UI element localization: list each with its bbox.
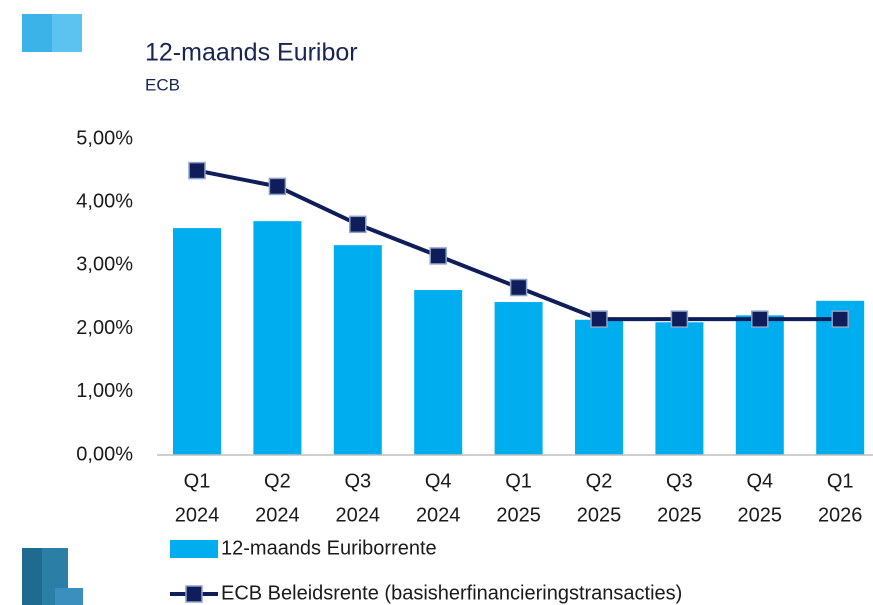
y-tick-label: 0,00% xyxy=(76,443,133,465)
x-tick-label: Q4 xyxy=(425,470,452,492)
bar xyxy=(173,228,221,455)
bar xyxy=(575,319,623,455)
x-tick-label: 2026 xyxy=(818,504,863,526)
bar xyxy=(333,245,382,455)
marker xyxy=(509,278,528,297)
bar xyxy=(494,302,543,455)
x-tick-label: Q2 xyxy=(264,470,291,492)
legend-swatch xyxy=(170,540,218,558)
marker xyxy=(831,310,849,328)
logo-square xyxy=(55,588,83,605)
y-tick-label: 4,00% xyxy=(76,190,133,212)
legend-label: ECB Beleidsrente (basisherfinancieringst… xyxy=(221,582,682,604)
logo-square xyxy=(52,14,82,52)
marker xyxy=(429,247,447,265)
x-tick-label: 2024 xyxy=(255,504,300,526)
legend-label: 12-maands Euriborrente xyxy=(221,537,437,559)
marker xyxy=(188,161,206,180)
bar xyxy=(414,290,463,455)
marker xyxy=(590,310,608,328)
y-tick-label: 3,00% xyxy=(76,254,133,276)
bar xyxy=(735,315,784,455)
bar xyxy=(253,221,302,455)
x-tick-label: 2025 xyxy=(657,504,702,526)
chart-title: 12-maands Euribor xyxy=(145,39,358,67)
x-tick-label: 2024 xyxy=(175,504,220,526)
x-tick-label: Q4 xyxy=(746,470,773,492)
y-tick-label: 2,00% xyxy=(76,317,133,339)
x-tick-label: Q1 xyxy=(827,470,854,492)
x-tick-label: 2025 xyxy=(577,504,622,526)
x-tick-label: Q1 xyxy=(184,470,211,492)
x-tick-label: 2025 xyxy=(496,504,541,526)
x-tick-label: Q3 xyxy=(344,470,371,492)
marker xyxy=(670,310,689,328)
bar xyxy=(655,322,704,455)
marker xyxy=(751,310,769,328)
x-tick-label: Q1 xyxy=(505,470,532,492)
logo-square xyxy=(22,548,42,605)
legend-swatch xyxy=(185,585,203,603)
x-tick-label: 2025 xyxy=(738,504,783,526)
y-tick-label: 5,00% xyxy=(76,127,133,149)
marker xyxy=(349,215,367,234)
x-tick-label: Q2 xyxy=(586,470,613,492)
x-tick-label: Q3 xyxy=(666,470,693,492)
y-tick-label: 1,00% xyxy=(76,380,133,402)
x-tick-label: 2024 xyxy=(416,504,461,526)
marker xyxy=(268,177,287,196)
chart-subtitle: ECB xyxy=(145,75,180,94)
x-tick-label: 2024 xyxy=(336,504,381,526)
